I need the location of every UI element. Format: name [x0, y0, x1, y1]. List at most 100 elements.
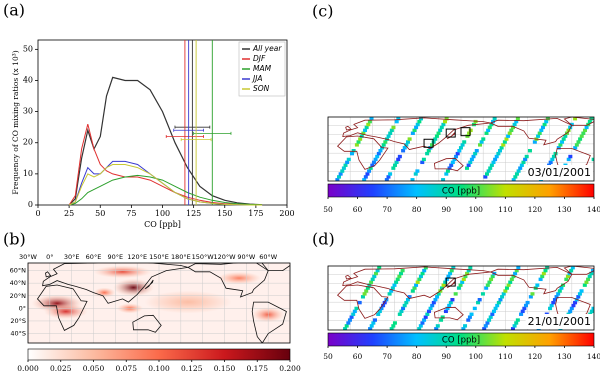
- swath-cell: [550, 304, 554, 307]
- swath-cell: [420, 161, 424, 164]
- swath-cell: [354, 307, 358, 310]
- swath-cell: [578, 137, 582, 140]
- colorbar-tick-label: 0.050: [83, 364, 105, 373]
- swath-cell: [484, 286, 488, 289]
- swath-cell: [490, 313, 494, 316]
- swath-cell: [501, 143, 505, 146]
- lat-label: 20°N: [10, 292, 27, 300]
- swath-cell: [395, 120, 399, 123]
- swath-cell: [523, 158, 527, 161]
- swath-cell: [399, 272, 403, 275]
- x-tick-label: 100: [155, 209, 170, 218]
- colorbar-tick-label: 50: [323, 205, 333, 214]
- swath-cell: [508, 132, 512, 135]
- swath-cell: [473, 152, 477, 155]
- swath-cell: [344, 164, 348, 167]
- swath-cell: [406, 140, 410, 143]
- swath-cell: [538, 132, 542, 135]
- swath-cell: [404, 301, 408, 304]
- swath-cell: [394, 281, 398, 284]
- lon-label: 90°E: [108, 253, 124, 261]
- swath-cell: [575, 143, 579, 146]
- series-line: [69, 161, 262, 205]
- swath-cell: [439, 318, 443, 321]
- swath-cell: [506, 134, 510, 137]
- swath-cell: [445, 117, 449, 120]
- swath-cell: [490, 164, 494, 167]
- colorbar-tick-label: 70: [382, 352, 392, 361]
- colorbar-tick-label: 90: [441, 205, 451, 214]
- swath-cell: [573, 301, 577, 304]
- swath-cell: [398, 155, 402, 158]
- panel-label: (b): [3, 230, 26, 249]
- colorbar-tick-label: 50: [323, 352, 333, 361]
- swath-cell: [468, 266, 472, 269]
- swath-cell: [432, 140, 436, 143]
- swath-cell: [544, 120, 548, 123]
- date-label: 03/01/2001: [528, 166, 591, 179]
- swath-cell: [558, 143, 562, 146]
- swath-cell: [351, 313, 355, 316]
- heat-blob: [94, 266, 152, 279]
- legend-label: DJF: [253, 54, 266, 63]
- swath-cell: [414, 283, 418, 286]
- swath-cell: [597, 149, 600, 152]
- y-tick-label: 0: [28, 200, 33, 209]
- swath-cell: [369, 281, 373, 284]
- swath-cell: [581, 132, 585, 135]
- swath-cell: [539, 129, 543, 132]
- lat-label: 40°N: [10, 279, 27, 287]
- swath-cell: [502, 292, 506, 295]
- swath-cell: [548, 307, 552, 310]
- swath-cell: [470, 313, 474, 316]
- swath-cell: [438, 129, 442, 132]
- swath-cell: [590, 310, 594, 313]
- series-line: [69, 124, 262, 205]
- swath-cell: [569, 269, 573, 272]
- swath-cell: [374, 158, 378, 161]
- swath-cell: [595, 301, 599, 304]
- swath-cell: [521, 161, 525, 164]
- swath-cell: [358, 137, 362, 140]
- swath-cell: [435, 295, 439, 298]
- swath-cell: [525, 155, 529, 158]
- swath-cell: [457, 286, 461, 289]
- swath-cell: [513, 324, 517, 327]
- swath-cell: [363, 292, 367, 295]
- swath-cell: [350, 315, 354, 318]
- swath-cell: [456, 152, 460, 155]
- swath-cell: [397, 275, 401, 278]
- x-tick-label: 25: [64, 209, 74, 218]
- swath-cell: [510, 278, 514, 281]
- swath-cell: [473, 307, 477, 310]
- swath-cell: [383, 140, 387, 143]
- swath-cell: [487, 169, 491, 172]
- swath-cell: [526, 301, 530, 304]
- swath-cell: [513, 175, 517, 178]
- swath-cell: [417, 120, 421, 123]
- swath-cell: [345, 324, 349, 327]
- swath-cell: [540, 275, 544, 278]
- swath-cell: [367, 169, 371, 172]
- swath-cell: [414, 126, 418, 129]
- swath-cell: [396, 158, 400, 161]
- swath-cell: [541, 126, 545, 129]
- swath-cell: [528, 149, 532, 152]
- swath-cell: [414, 172, 418, 175]
- swath-cell: [469, 129, 473, 132]
- swath-cell: [543, 123, 547, 126]
- swath-cell: [468, 315, 472, 318]
- swath-cell: [515, 172, 519, 175]
- lon-label: 90°W: [237, 253, 256, 261]
- legend-label: MAM: [253, 64, 272, 73]
- swath-cell: [435, 134, 439, 137]
- swath-cell: [521, 310, 525, 313]
- swath-cell: [401, 307, 405, 310]
- colorbar-tick-label: 80: [412, 352, 422, 361]
- colorbar-label: CO [ppb]: [442, 187, 480, 197]
- swath-cell: [391, 126, 395, 129]
- swath-cell: [495, 155, 499, 158]
- swath-cell: [550, 158, 554, 161]
- swath-cell: [424, 315, 428, 318]
